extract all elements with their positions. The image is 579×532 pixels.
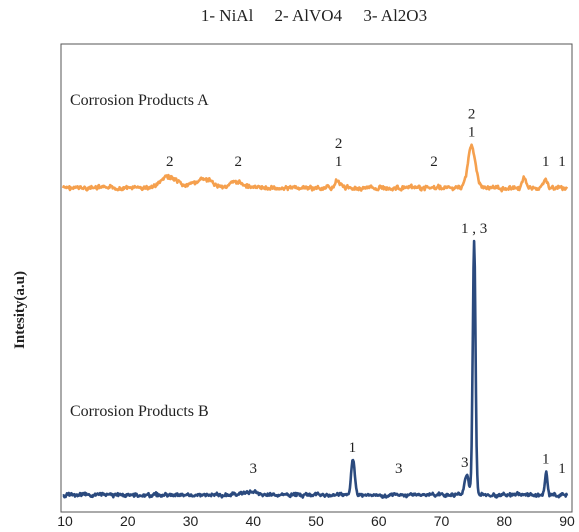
peak-label: 1 xyxy=(349,440,357,456)
x-tick-label: 80 xyxy=(497,513,513,529)
peak-label: 2 xyxy=(166,154,174,170)
peak-label: 2 xyxy=(430,154,438,170)
x-tick-label: 90 xyxy=(559,513,575,529)
peak-label: 2 xyxy=(234,154,242,170)
peak-label: 1 , 3 xyxy=(461,221,487,237)
x-tick-label: 50 xyxy=(308,513,324,529)
peak-label: 1 xyxy=(558,461,566,477)
peak-label: 3 xyxy=(395,461,403,477)
plot-frame xyxy=(60,43,573,513)
peak-label: 1 xyxy=(542,452,550,468)
peak-label: 2 xyxy=(335,136,343,152)
series-line xyxy=(62,239,569,499)
x-tick-label: 20 xyxy=(120,513,136,529)
x-tick-label: 60 xyxy=(371,513,387,529)
series-line xyxy=(61,143,569,193)
series-name-label: Corrosion Products B xyxy=(70,403,209,420)
x-tick-label: 30 xyxy=(183,513,199,529)
peak-label: 1 xyxy=(335,154,343,170)
series-name-label: Corrosion Products A xyxy=(70,92,209,109)
y-axis-label: Intesity(a.u) xyxy=(12,271,28,349)
peak-label: 1 xyxy=(542,154,550,170)
x-tick-label: 40 xyxy=(246,513,262,529)
peak-label: 3 xyxy=(250,461,258,477)
legend-text: 1- NiAl 2- AlVO4 3- Al2O3 xyxy=(201,6,427,25)
peak-label: 2 xyxy=(468,107,476,123)
x-tick-label: 10 xyxy=(57,513,73,529)
x-tick-label: 70 xyxy=(434,513,450,529)
peak-label: 3 xyxy=(461,455,469,471)
x-axis-ticks: 10 20 30 40 50 60 70 80 90 xyxy=(57,513,575,529)
peak-label: 1 xyxy=(558,154,566,170)
peak-label: 1 xyxy=(468,125,476,141)
